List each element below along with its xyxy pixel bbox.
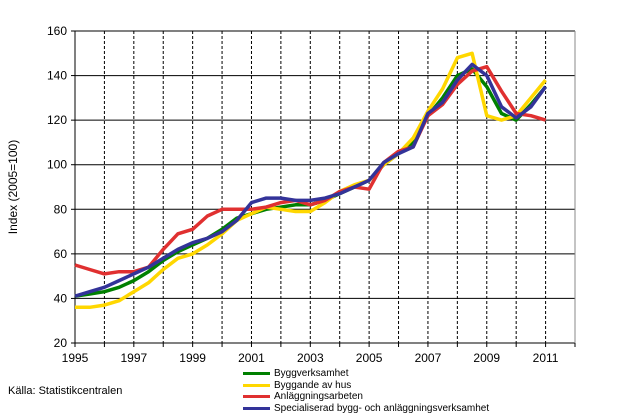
y-tick-label: 60: [54, 247, 68, 261]
y-tick-label: 20: [54, 336, 68, 350]
legend-item: Byggande av hus: [243, 380, 489, 392]
y-tick-label: 120: [47, 113, 67, 127]
legend-label: Byggverksamhet: [274, 368, 349, 379]
x-tick-label: 2003: [297, 351, 324, 365]
legend: Byggverksamhet Byggande av hus Anläggnings…: [243, 368, 489, 414]
x-tick-label: 2009: [473, 351, 500, 365]
y-tick-label: 160: [47, 24, 67, 38]
x-tick-label: 2001: [238, 351, 265, 365]
y-tick-label: 80: [54, 202, 68, 216]
legend-label: Anläggningsarbeten: [274, 391, 363, 402]
x-tick-label: 1997: [120, 351, 147, 365]
x-tick-label: 2007: [415, 351, 442, 365]
legend-label: Specialiserad bygg- och anläggningsverks…: [274, 402, 490, 414]
series-line-4: [74, 62, 548, 298]
series-line-2: [75, 51, 547, 310]
legend-item: Anläggningsarbeten: [243, 391, 489, 403]
source-note: Källa: Statistikcentralen: [8, 385, 123, 397]
x-tick-label: 1995: [62, 351, 89, 365]
legend-swatch: [243, 383, 270, 387]
legend-swatch: [243, 372, 270, 376]
series-line-3: [74, 64, 547, 276]
y-tick-label: 40: [54, 291, 68, 305]
legend-item: Specialiserad bygg- och anläggningsverks…: [243, 403, 489, 415]
x-tick-label: 1999: [179, 351, 206, 365]
x-tick-label: 2011: [533, 351, 559, 365]
legend-swatch: [243, 406, 270, 410]
legend-label: Byggande av hus: [274, 379, 352, 391]
y-axis-label: Index (2005=100): [6, 140, 20, 234]
y-tick-label: 140: [47, 69, 67, 83]
x-tick-label: 2005: [356, 351, 383, 365]
legend-item: Byggverksamhet: [243, 368, 489, 380]
y-tick-label: 100: [47, 158, 67, 172]
legend-swatch: [243, 395, 270, 399]
